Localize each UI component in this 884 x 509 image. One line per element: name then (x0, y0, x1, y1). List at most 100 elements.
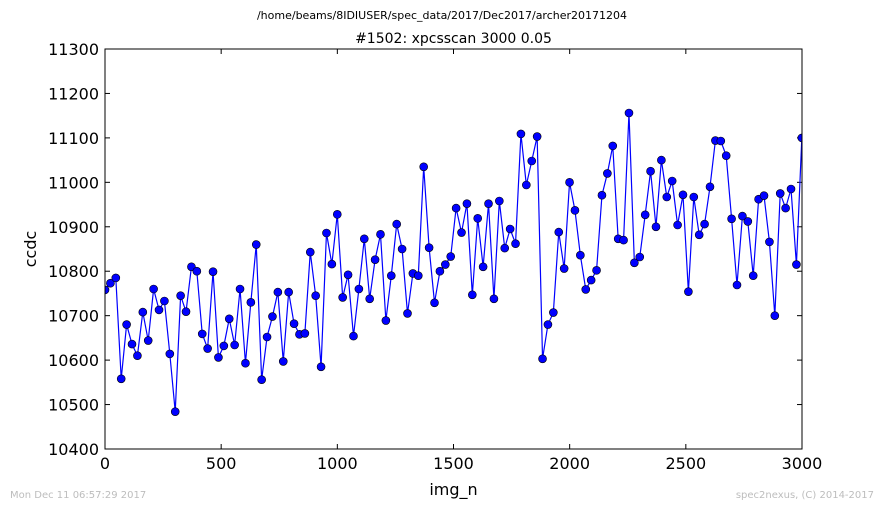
footer-timestamp: Mon Dec 11 06:57:29 2017 (10, 490, 147, 501)
y-tick-label: 10500 (48, 396, 99, 415)
data-point (446, 252, 456, 261)
y-tick-label: 11300 (48, 40, 99, 59)
data-point (338, 293, 347, 302)
x-tick-label: 500 (206, 454, 237, 473)
data-point (473, 214, 483, 223)
footer-credit: spec2nexus, (C) 2014-2017 (735, 490, 874, 501)
chart-title: #1502: xpcsscan 3000 0.05 (355, 31, 552, 47)
data-point (635, 252, 645, 262)
data-point (825, 233, 833, 241)
plot-frame (104, 48, 803, 450)
y-tick-label: 10700 (48, 307, 99, 326)
y-tick-label: 11200 (48, 84, 99, 103)
data-point (716, 136, 726, 146)
data-point (122, 320, 131, 329)
data-point (381, 316, 391, 325)
data-point (251, 240, 261, 249)
data-point (489, 294, 499, 304)
data-point (392, 219, 401, 229)
y-tick-label: 11100 (48, 129, 99, 148)
data-point (748, 271, 758, 280)
data-point (413, 271, 423, 280)
data-point (478, 262, 488, 272)
data-point (700, 219, 709, 229)
data-point (203, 344, 212, 353)
data-point (581, 285, 591, 294)
data-point (559, 264, 569, 273)
y-axis-label: ccdc (21, 231, 40, 268)
x-tick-label: 0 (100, 454, 110, 473)
data-point (224, 314, 234, 324)
data-point (370, 255, 380, 264)
data-point (684, 287, 693, 296)
data-point (543, 320, 553, 329)
x-tick-label: 1000 (317, 454, 358, 473)
data-point (500, 243, 510, 253)
data-point (230, 340, 239, 350)
data-point (441, 260, 450, 269)
y-tick-label: 11000 (48, 173, 99, 192)
data-point (468, 290, 477, 300)
y-tick-label: 10800 (48, 262, 99, 281)
data-point (235, 284, 245, 294)
data-point (781, 203, 790, 213)
data-point (376, 230, 385, 239)
data-point (814, 181, 822, 189)
data-point (116, 374, 126, 384)
data-point (397, 244, 407, 254)
data-point (667, 176, 677, 186)
data-point (111, 273, 121, 283)
data-point (133, 351, 142, 360)
data-point (694, 230, 704, 240)
data-point (106, 278, 115, 288)
data-point (208, 267, 218, 276)
data-point (451, 203, 461, 213)
data-point (197, 329, 207, 339)
data-point (765, 237, 774, 247)
data-point (640, 210, 650, 220)
data-point (624, 108, 634, 118)
data-point (516, 129, 526, 139)
data-point (160, 296, 169, 306)
data-point (138, 307, 148, 317)
data-point (775, 189, 785, 198)
data-point (214, 353, 223, 362)
data-point (300, 329, 310, 338)
x-tick-label: 1500 (433, 454, 474, 473)
data-point (311, 291, 320, 300)
data-point (705, 182, 715, 192)
data-point (327, 259, 337, 269)
data-point (149, 284, 158, 294)
data-file-path: /home/beams/8IDIUSER/spec_data/2017/Dec2… (257, 9, 627, 22)
data-point (462, 199, 472, 208)
data-point (662, 192, 672, 202)
data-point (608, 141, 618, 151)
data-point (597, 190, 607, 200)
data-point (803, 155, 811, 163)
data-point (170, 407, 180, 416)
data-point (181, 307, 191, 316)
data-point (457, 228, 466, 237)
data-point (689, 192, 699, 202)
data-point (105, 285, 110, 295)
data-point (343, 270, 353, 280)
y-tick-label: 10400 (48, 440, 99, 459)
data-point (424, 243, 434, 252)
data-point (657, 155, 666, 165)
data-point (809, 137, 817, 145)
data-point (819, 58, 827, 66)
data-point (738, 211, 747, 221)
data-point (732, 280, 742, 290)
data-point (538, 354, 547, 364)
data-point (332, 210, 342, 219)
x-axis-label: img_n (429, 480, 477, 500)
data-point (354, 284, 364, 294)
data-point (257, 375, 266, 384)
data-point (532, 132, 542, 141)
data-point (505, 224, 515, 234)
data-point (678, 190, 688, 200)
data-point (284, 287, 293, 297)
y-tick-label: 10900 (48, 218, 99, 237)
series-line (105, 112, 802, 412)
